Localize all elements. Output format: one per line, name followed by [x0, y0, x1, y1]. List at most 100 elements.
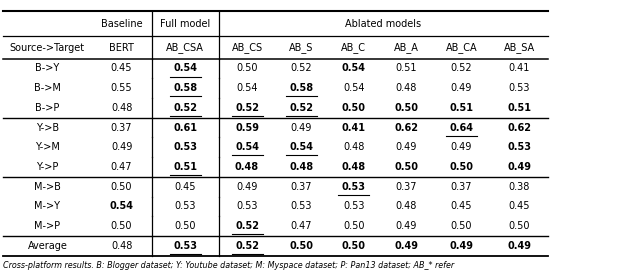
Text: M->Y: M->Y	[35, 201, 60, 211]
Text: Average: Average	[28, 241, 67, 251]
Text: M->P: M->P	[35, 221, 60, 231]
Text: 0.52: 0.52	[235, 103, 259, 113]
Text: 0.50: 0.50	[394, 162, 419, 172]
Text: 0.52: 0.52	[235, 221, 259, 231]
Text: 0.58: 0.58	[289, 83, 314, 93]
Text: AB_CA: AB_CA	[445, 42, 477, 53]
Text: 0.49: 0.49	[451, 83, 472, 93]
Text: 0.64: 0.64	[449, 123, 474, 133]
Text: 0.53: 0.53	[507, 142, 531, 152]
Text: 0.50: 0.50	[111, 182, 132, 192]
Text: 0.50: 0.50	[508, 221, 530, 231]
Text: 0.45: 0.45	[111, 63, 132, 73]
Text: 0.45: 0.45	[451, 201, 472, 211]
Text: 0.38: 0.38	[508, 182, 530, 192]
Text: 0.41: 0.41	[508, 63, 530, 73]
Text: 0.50: 0.50	[394, 103, 419, 113]
Text: 0.50: 0.50	[449, 162, 474, 172]
Text: 0.49: 0.49	[111, 142, 132, 152]
Text: 0.49: 0.49	[507, 241, 531, 251]
Text: 0.54: 0.54	[342, 63, 366, 73]
Text: 0.52: 0.52	[235, 241, 259, 251]
Text: 0.58: 0.58	[173, 83, 197, 93]
Text: 0.48: 0.48	[111, 241, 132, 251]
Text: 0.52: 0.52	[451, 63, 472, 73]
Text: 0.59: 0.59	[235, 123, 259, 133]
Text: AB_CS: AB_CS	[232, 42, 262, 53]
Text: 0.47: 0.47	[291, 221, 312, 231]
Text: B->M: B->M	[34, 83, 61, 93]
Text: 0.50: 0.50	[343, 221, 365, 231]
Text: 0.51: 0.51	[173, 162, 197, 172]
Text: 0.52: 0.52	[173, 103, 197, 113]
Text: 0.54: 0.54	[173, 63, 197, 73]
Text: 0.50: 0.50	[342, 103, 366, 113]
Text: 0.37: 0.37	[396, 182, 417, 192]
Text: 0.53: 0.53	[342, 182, 366, 192]
Text: Source->Target: Source->Target	[10, 42, 85, 53]
Text: 0.52: 0.52	[291, 63, 312, 73]
Text: 0.51: 0.51	[507, 103, 531, 113]
Text: 0.49: 0.49	[291, 123, 312, 133]
Text: 0.53: 0.53	[173, 241, 197, 251]
Text: 0.54: 0.54	[109, 201, 134, 211]
Text: Ablated models: Ablated models	[346, 19, 421, 29]
Text: 0.50: 0.50	[289, 241, 314, 251]
Text: 0.51: 0.51	[449, 103, 474, 113]
Text: 0.37: 0.37	[111, 123, 132, 133]
Text: 0.48: 0.48	[396, 83, 417, 93]
Text: AB_SA: AB_SA	[504, 42, 534, 53]
Text: Y->P: Y->P	[36, 162, 58, 172]
Text: 0.49: 0.49	[507, 162, 531, 172]
Text: 0.45: 0.45	[175, 182, 196, 192]
Text: 0.53: 0.53	[343, 201, 365, 211]
Text: 0.53: 0.53	[173, 142, 197, 152]
Text: Y->M: Y->M	[35, 142, 60, 152]
Text: Y->B: Y->B	[36, 123, 59, 133]
Text: Baseline: Baseline	[100, 19, 143, 29]
Text: 0.51: 0.51	[396, 63, 417, 73]
Text: 0.48: 0.48	[343, 142, 365, 152]
Text: 0.37: 0.37	[291, 182, 312, 192]
Text: 0.53: 0.53	[508, 83, 530, 93]
Text: 0.49: 0.49	[449, 241, 474, 251]
Text: 0.49: 0.49	[394, 241, 419, 251]
Text: B->P: B->P	[35, 103, 60, 113]
Text: 0.53: 0.53	[175, 201, 196, 211]
Text: M->B: M->B	[34, 182, 61, 192]
Text: AB_A: AB_A	[394, 42, 419, 53]
Text: Full model: Full model	[160, 19, 211, 29]
Text: 0.50: 0.50	[451, 221, 472, 231]
Text: 0.49: 0.49	[396, 142, 417, 152]
Text: 0.45: 0.45	[508, 201, 530, 211]
Text: 0.48: 0.48	[342, 162, 366, 172]
Text: 0.48: 0.48	[289, 162, 314, 172]
Text: 0.53: 0.53	[291, 201, 312, 211]
Text: 0.54: 0.54	[235, 142, 259, 152]
Text: 0.50: 0.50	[236, 63, 258, 73]
Text: B->Y: B->Y	[35, 63, 60, 73]
Text: BERT: BERT	[109, 42, 134, 53]
Text: 0.49: 0.49	[451, 142, 472, 152]
Text: 0.61: 0.61	[173, 123, 197, 133]
Text: 0.50: 0.50	[111, 221, 132, 231]
Text: AB_CSA: AB_CSA	[166, 42, 204, 53]
Text: Cross-platform results. B: Blogger dataset; Y: Youtube dataset; M: Myspace datas: Cross-platform results. B: Blogger datas…	[3, 261, 454, 269]
Text: 0.41: 0.41	[342, 123, 366, 133]
Text: 0.50: 0.50	[342, 241, 366, 251]
Text: 0.47: 0.47	[111, 162, 132, 172]
Text: 0.50: 0.50	[175, 221, 196, 231]
Text: 0.48: 0.48	[111, 103, 132, 113]
Text: AB_C: AB_C	[341, 42, 367, 53]
Text: 0.55: 0.55	[111, 83, 132, 93]
Text: 0.37: 0.37	[451, 182, 472, 192]
Text: 0.48: 0.48	[235, 162, 259, 172]
Text: 0.53: 0.53	[236, 201, 258, 211]
Text: 0.48: 0.48	[396, 201, 417, 211]
Text: 0.52: 0.52	[289, 103, 314, 113]
Text: 0.62: 0.62	[394, 123, 419, 133]
Text: 0.54: 0.54	[289, 142, 314, 152]
Text: 0.49: 0.49	[236, 182, 258, 192]
Text: AB_S: AB_S	[289, 42, 314, 53]
Text: 0.54: 0.54	[343, 83, 365, 93]
